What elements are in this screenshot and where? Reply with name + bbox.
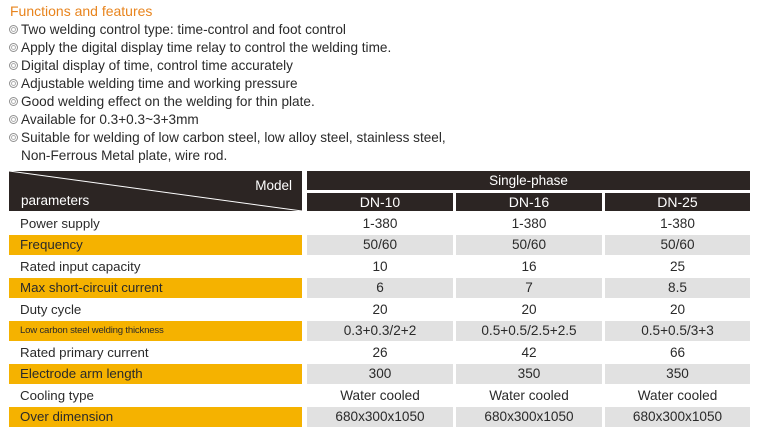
cell-value: 680x300x1050 — [605, 407, 750, 427]
feature-line: Suitable for welding of low carbon steel… — [21, 130, 446, 145]
diagonal-divider — [9, 171, 302, 211]
row-label: Duty cycle — [20, 302, 82, 317]
feature-text: Available for 0.3+0.3~3+3mm — [21, 112, 199, 127]
cell-value: 20 — [669, 302, 686, 317]
cell-value: 50/60 — [307, 235, 453, 255]
cell-value: 50/60 — [456, 235, 602, 255]
cell-value: 20 — [521, 302, 537, 317]
cell-value: 300 — [307, 364, 453, 384]
feature-item: Apply the digital display time relay to … — [9, 39, 446, 57]
cell-value: 0.3+0.3/2+2 — [307, 321, 453, 341]
cell-value: Water cooled — [637, 388, 718, 403]
phase-header: Single-phase — [307, 171, 750, 190]
feature-text: Good welding effect on the welding for t… — [21, 94, 315, 109]
cell-value: 26 — [372, 345, 388, 360]
feature-text: Adjustable welding time and working pres… — [21, 76, 298, 91]
cell-value: 350 — [605, 364, 750, 384]
cell-value: 25 — [669, 259, 686, 274]
cell-value: 16 — [521, 259, 537, 274]
model-header-label: Model — [255, 178, 292, 193]
feature-item: Suitable for welding of low carbon steel… — [9, 129, 446, 165]
feature-item: Adjustable welding time and working pres… — [9, 75, 446, 93]
feature-line-continuation: Non-Ferrous Metal plate, wire rod. — [21, 148, 228, 163]
circle-bullet-icon — [9, 97, 18, 106]
parameters-header-cell: Model parameters — [9, 171, 302, 211]
cell-value: Water cooled — [489, 388, 569, 403]
row-label: Electrode arm length — [9, 364, 302, 384]
circle-bullet-icon — [9, 133, 18, 142]
cell-value: 50/60 — [605, 235, 750, 255]
row-label: Cooling type — [20, 388, 94, 403]
cell-value: 42 — [521, 345, 537, 360]
row-label: Low carbon steel welding thickness — [9, 321, 302, 341]
cell-value: 0.5+0.5/3+3 — [605, 321, 750, 341]
feature-text: Digital display of time, control time ac… — [21, 58, 293, 73]
row-label: Power supply — [20, 216, 100, 231]
feature-item: Digital display of time, control time ac… — [9, 57, 446, 75]
cell-value: 680x300x1050 — [456, 407, 602, 427]
cell-value: 0.5+0.5/2.5+2.5 — [456, 321, 602, 341]
feature-text: Apply the digital display time relay to … — [21, 40, 392, 55]
row-label: Frequency — [9, 235, 302, 255]
model-header-dn25: DN-25 — [605, 193, 750, 211]
cell-value: Water cooled — [340, 388, 420, 403]
feature-text: Two welding control type: time-control a… — [21, 22, 346, 37]
circle-bullet-icon — [9, 43, 18, 52]
row-label: Over dimension — [9, 407, 302, 427]
cell-value: 8.5 — [605, 278, 750, 298]
feature-item: Good welding effect on the welding for t… — [9, 93, 446, 111]
cell-value: 20 — [372, 302, 388, 317]
cell-value: 1-380 — [362, 216, 398, 231]
circle-bullet-icon — [9, 25, 18, 34]
row-label: Max short-circuit current — [9, 278, 302, 298]
feature-list: Two welding control type: time-control a… — [9, 21, 446, 165]
cell-value: 10 — [372, 259, 388, 274]
feature-item: Two welding control type: time-control a… — [9, 21, 446, 39]
feature-item: Available for 0.3+0.3~3+3mm — [9, 111, 446, 129]
parameters-header-label: parameters — [21, 193, 90, 208]
cell-value: 350 — [456, 364, 602, 384]
row-label: Rated input capacity — [20, 259, 141, 274]
section-title: Functions and features — [10, 3, 153, 19]
feature-text: Suitable for welding of low carbon steel… — [21, 129, 446, 165]
cell-value: 6 — [307, 278, 453, 298]
model-header-dn10: DN-10 — [307, 193, 453, 211]
circle-bullet-icon — [9, 61, 18, 70]
row-label: Rated primary current — [20, 345, 149, 360]
cell-value: 1-380 — [660, 216, 695, 231]
model-header-dn16: DN-16 — [456, 193, 602, 211]
circle-bullet-icon — [9, 79, 18, 88]
circle-bullet-icon — [9, 115, 18, 124]
cell-value: 7 — [456, 278, 602, 298]
cell-value: 1-380 — [511, 216, 547, 231]
cell-value: 680x300x1050 — [307, 407, 453, 427]
cell-value: 66 — [669, 345, 686, 360]
